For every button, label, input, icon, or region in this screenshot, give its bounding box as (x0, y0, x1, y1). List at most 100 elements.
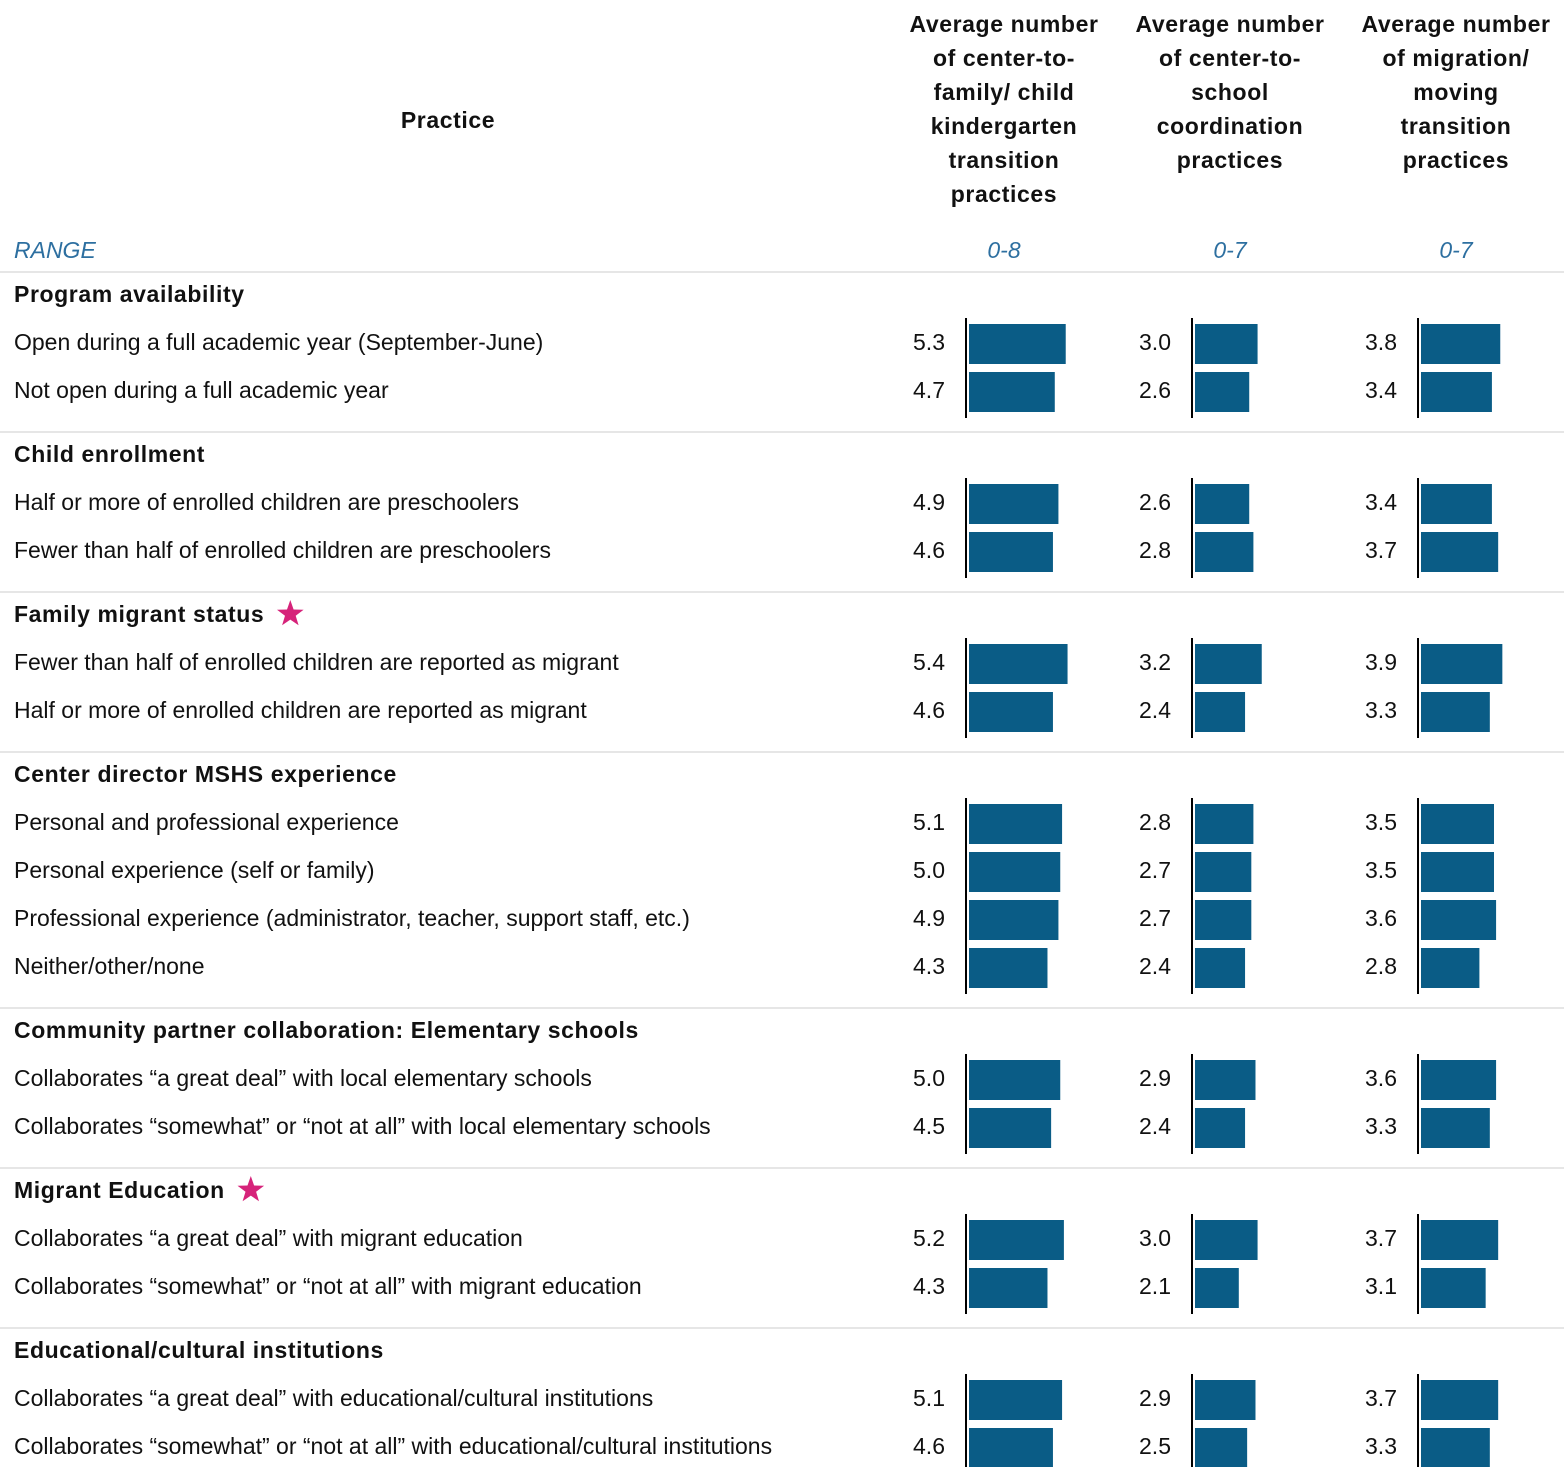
bar (969, 1380, 1063, 1420)
value-label: 5.2 (913, 1225, 945, 1251)
bar (1421, 484, 1492, 524)
row-label: Half or more of enrolled children are re… (14, 697, 587, 723)
range-value: 0-8 (987, 237, 1020, 263)
column-header: transition (1401, 113, 1512, 139)
value-label: 5.3 (913, 329, 945, 355)
range-label: RANGE (14, 237, 96, 263)
value-label: 2.9 (1139, 1065, 1171, 1091)
value-label: 3.8 (1365, 329, 1397, 355)
row-label: Professional experience (administrator, … (14, 905, 690, 931)
value-label: 2.5 (1139, 1433, 1171, 1459)
value-label: 2.7 (1139, 905, 1171, 931)
group-title: Program availability (14, 281, 245, 307)
value-label: 2.4 (1139, 1113, 1171, 1139)
row-label: Collaborates “a great deal” with educati… (14, 1385, 653, 1411)
bar (1195, 692, 1246, 732)
value-label: 3.0 (1139, 1225, 1171, 1251)
bar (969, 324, 1066, 364)
bar (1421, 644, 1503, 684)
bar (969, 804, 1063, 844)
column-header: kindergarten (931, 113, 1078, 139)
value-label: 4.7 (913, 377, 945, 403)
bar (969, 1428, 1053, 1467)
bar (1421, 852, 1494, 892)
value-label: 2.8 (1365, 953, 1397, 979)
value-label: 3.4 (1365, 377, 1397, 403)
row-label: Personal experience (self or family) (14, 857, 374, 883)
row-label: Half or more of enrolled children are pr… (14, 489, 519, 515)
value-label: 3.7 (1365, 537, 1397, 563)
group-title: Educational/cultural institutions (14, 1337, 384, 1363)
bar (969, 852, 1061, 892)
range-value: 0-7 (1439, 237, 1473, 263)
row-label: Not open during a full academic year (14, 377, 389, 403)
value-label: 4.9 (913, 905, 945, 931)
bar (969, 372, 1055, 412)
bar (1195, 852, 1252, 892)
row-label: Open during a full academic year (Septem… (14, 329, 543, 355)
value-label: 2.6 (1139, 377, 1171, 403)
column-header: Average number (909, 11, 1098, 37)
value-label: 3.3 (1365, 1433, 1397, 1459)
star-icon (237, 1176, 265, 1202)
bar (969, 1268, 1048, 1308)
value-label: 5.0 (913, 857, 945, 883)
value-label: 2.9 (1139, 1385, 1171, 1411)
value-label: 2.6 (1139, 489, 1171, 515)
bar (969, 1060, 1061, 1100)
row-label: Personal and professional experience (14, 809, 399, 835)
value-label: 4.3 (913, 953, 945, 979)
bar (1195, 484, 1250, 524)
value-label: 5.1 (913, 1385, 945, 1411)
bar (1195, 1380, 1256, 1420)
value-label: 4.6 (913, 1433, 945, 1459)
bar (969, 1108, 1052, 1148)
value-label: 3.1 (1365, 1273, 1397, 1299)
bar (969, 948, 1048, 988)
bar (1421, 804, 1494, 844)
bar (1195, 644, 1262, 684)
bar (1421, 1380, 1499, 1420)
value-label: 3.7 (1365, 1385, 1397, 1411)
row-label: Fewer than half of enrolled children are… (14, 649, 619, 675)
value-label: 3.5 (1365, 809, 1397, 835)
value-label: 2.1 (1139, 1273, 1171, 1299)
value-label: 2.4 (1139, 953, 1171, 979)
column-header: of migration/ (1382, 45, 1529, 71)
bar (1195, 1108, 1246, 1148)
column-header: of center-to- (933, 45, 1075, 71)
bar (969, 900, 1059, 940)
value-label: 5.0 (913, 1065, 945, 1091)
bar (1195, 1060, 1256, 1100)
column-header: family/ child (934, 79, 1075, 105)
bar (969, 692, 1053, 732)
column-header: practices (1177, 147, 1283, 173)
group-title: Center director MSHS experience (14, 761, 397, 787)
bar (1195, 1220, 1258, 1260)
value-label: 3.4 (1365, 489, 1397, 515)
row-label: Collaborates “somewhat” or “not at all” … (14, 1113, 711, 1139)
value-label: 2.7 (1139, 857, 1171, 883)
column-header: moving (1413, 79, 1498, 105)
practice-header: Practice (401, 107, 495, 133)
bar (1195, 948, 1246, 988)
column-header: Average number (1361, 11, 1550, 37)
bar (1421, 1428, 1490, 1467)
value-label: 3.3 (1365, 697, 1397, 723)
bar (969, 532, 1053, 572)
row-label: Fewer than half of enrolled children are… (14, 537, 551, 563)
bar (1195, 804, 1254, 844)
bar (969, 484, 1059, 524)
bar (969, 1220, 1064, 1260)
column-header: school (1191, 79, 1269, 105)
bar (1421, 1268, 1486, 1308)
column-header: transition (949, 147, 1060, 173)
group-title: Migrant Education (14, 1177, 225, 1203)
value-label: 4.6 (913, 697, 945, 723)
row-label: Neither/other/none (14, 953, 205, 979)
bar (1421, 1220, 1499, 1260)
value-label: 3.2 (1139, 649, 1171, 675)
row-label: Collaborates “somewhat” or “not at all” … (14, 1273, 642, 1299)
